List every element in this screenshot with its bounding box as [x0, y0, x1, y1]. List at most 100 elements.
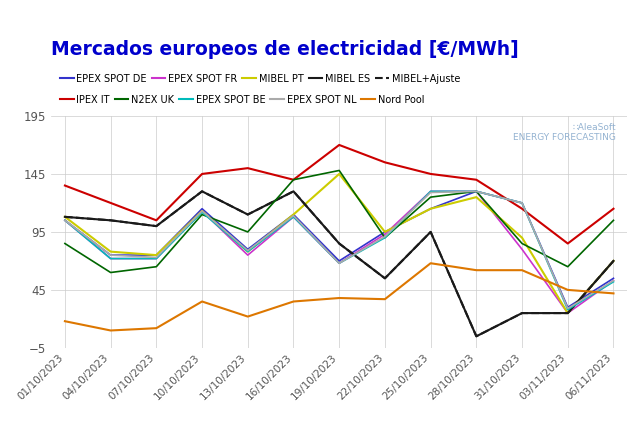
N2EX UK — [427, 194, 435, 200]
EPEX SPOT FR — [290, 214, 298, 219]
Nord Pool — [381, 297, 388, 302]
MIBEL PT — [427, 206, 435, 211]
EPEX SPOT FR — [564, 310, 572, 316]
Nord Pool — [472, 268, 480, 273]
MIBEL ES — [610, 258, 618, 264]
IPEX IT — [335, 142, 343, 148]
Line: EPEX SPOT FR: EPEX SPOT FR — [65, 191, 614, 313]
MIBEL+Ajuste — [107, 218, 115, 223]
EPEX SPOT BE — [61, 218, 68, 223]
EPEX SPOT NL — [107, 252, 115, 258]
MIBEL PT — [564, 310, 572, 316]
EPEX SPOT BE — [244, 249, 252, 254]
Line: IPEX IT: IPEX IT — [65, 145, 614, 244]
Line: EPEX SPOT BE: EPEX SPOT BE — [65, 191, 614, 310]
EPEX SPOT NL — [335, 260, 343, 266]
Nord Pool — [564, 287, 572, 293]
EPEX SPOT DE — [381, 229, 388, 235]
MIBEL PT — [244, 249, 252, 254]
MIBEL+Ajuste — [427, 229, 435, 235]
EPEX SPOT DE — [290, 212, 298, 217]
MIBEL ES — [381, 276, 388, 281]
Nord Pool — [290, 299, 298, 304]
EPEX SPOT FR — [427, 189, 435, 194]
EPEX SPOT BE — [152, 256, 160, 261]
IPEX IT — [564, 241, 572, 246]
MIBEL ES — [427, 229, 435, 235]
MIBEL+Ajuste — [198, 189, 206, 194]
EPEX SPOT BE — [518, 200, 526, 206]
IPEX IT — [381, 160, 388, 165]
MIBEL+Ajuste — [290, 189, 298, 194]
IPEX IT — [244, 165, 252, 171]
EPEX SPOT DE — [107, 252, 115, 258]
MIBEL PT — [290, 212, 298, 217]
Line: MIBEL ES: MIBEL ES — [65, 191, 614, 336]
EPEX SPOT NL — [381, 234, 388, 239]
N2EX UK — [472, 189, 480, 194]
EPEX SPOT NL — [564, 306, 572, 311]
MIBEL ES — [564, 310, 572, 316]
MIBEL PT — [198, 208, 206, 214]
Nord Pool — [152, 326, 160, 331]
MIBEL+Ajuste — [335, 241, 343, 246]
EPEX SPOT DE — [564, 305, 572, 310]
Nord Pool — [61, 318, 68, 324]
EPEX SPOT NL — [518, 200, 526, 206]
N2EX UK — [244, 229, 252, 235]
MIBEL ES — [152, 223, 160, 229]
Nord Pool — [335, 295, 343, 301]
EPEX SPOT DE — [472, 189, 480, 194]
EPEX SPOT FR — [518, 247, 526, 252]
Text: Mercados europeos de electricidad [€/MWh]: Mercados europeos de electricidad [€/MWh… — [51, 40, 519, 59]
EPEX SPOT DE — [518, 200, 526, 206]
MIBEL ES — [335, 241, 343, 246]
MIBEL+Ajuste — [518, 310, 526, 316]
EPEX SPOT DE — [198, 206, 206, 211]
MIBEL ES — [290, 189, 298, 194]
MIBEL PT — [152, 252, 160, 258]
EPEX SPOT DE — [244, 247, 252, 252]
EPEX SPOT FR — [381, 231, 388, 237]
MIBEL ES — [518, 310, 526, 316]
N2EX UK — [61, 241, 68, 246]
EPEX SPOT BE — [472, 189, 480, 194]
Line: N2EX UK: N2EX UK — [65, 170, 614, 273]
EPEX SPOT DE — [61, 218, 68, 223]
EPEX SPOT NL — [244, 248, 252, 253]
EPEX SPOT BE — [610, 279, 618, 285]
IPEX IT — [61, 183, 68, 188]
EPEX SPOT NL — [610, 278, 618, 283]
EPEX SPOT FR — [244, 252, 252, 258]
N2EX UK — [381, 235, 388, 240]
EPEX SPOT DE — [152, 252, 160, 258]
EPEX SPOT BE — [335, 260, 343, 266]
EPEX SPOT BE — [290, 214, 298, 219]
EPEX SPOT DE — [335, 258, 343, 264]
EPEX SPOT FR — [107, 256, 115, 261]
EPEX SPOT BE — [198, 210, 206, 215]
Line: MIBEL PT: MIBEL PT — [65, 174, 614, 313]
EPEX SPOT NL — [152, 255, 160, 260]
Nord Pool — [518, 268, 526, 273]
EPEX SPOT FR — [61, 218, 68, 223]
MIBEL PT — [472, 194, 480, 200]
EPEX SPOT FR — [198, 208, 206, 214]
Line: MIBEL+Ajuste: MIBEL+Ajuste — [65, 191, 614, 336]
MIBEL ES — [61, 214, 68, 219]
EPEX SPOT FR — [335, 260, 343, 266]
N2EX UK — [564, 264, 572, 269]
IPEX IT — [518, 206, 526, 211]
IPEX IT — [610, 206, 618, 211]
EPEX SPOT BE — [381, 235, 388, 240]
EPEX SPOT FR — [472, 189, 480, 194]
IPEX IT — [152, 218, 160, 223]
N2EX UK — [610, 218, 618, 223]
MIBEL PT — [518, 235, 526, 240]
N2EX UK — [290, 177, 298, 182]
N2EX UK — [107, 270, 115, 275]
MIBEL PT — [610, 258, 618, 264]
MIBEL+Ajuste — [564, 310, 572, 316]
EPEX SPOT FR — [610, 278, 618, 283]
EPEX SPOT NL — [198, 208, 206, 214]
